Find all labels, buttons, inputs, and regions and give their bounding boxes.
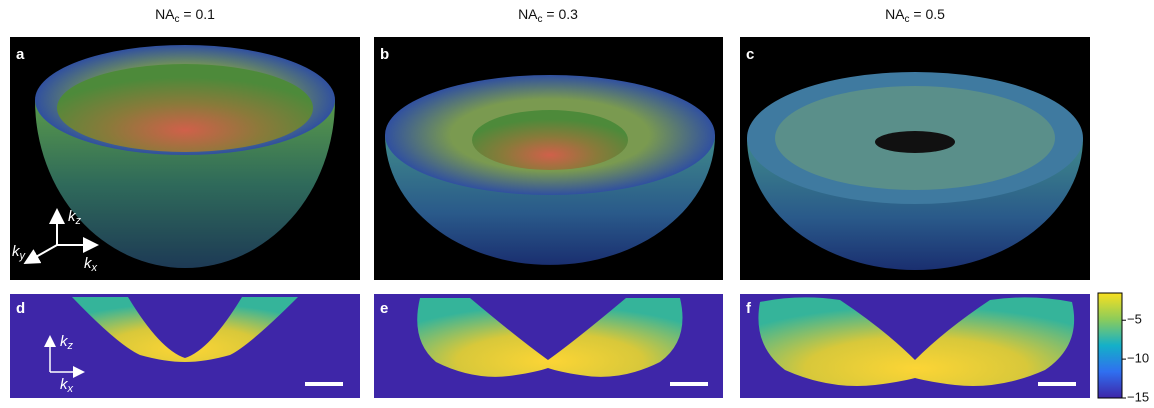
- panel-label: d: [16, 300, 25, 317]
- panel-a: a kz ky kx: [10, 37, 360, 280]
- colorbar-tick-label: −5: [1127, 312, 1142, 327]
- column-titles: NAc = 0.1 NAc = 0.3 NAc = 0.5: [155, 6, 945, 25]
- colorbar-tick-label: −15: [1127, 389, 1149, 404]
- panel-label: e: [380, 300, 388, 317]
- figure: NAc = 0.1 NAc = 0.3 NAc = 0.5 a kz ky kx…: [0, 0, 1154, 408]
- panel-e: e: [374, 294, 723, 398]
- panel-label: b: [380, 46, 389, 63]
- panel-f: f: [740, 294, 1090, 398]
- column-title: NAc = 0.3: [518, 6, 578, 25]
- panel-label: c: [746, 46, 754, 63]
- panel-d: d kz kx: [10, 294, 360, 398]
- colorbar: −5 −10 −15: [1098, 293, 1149, 404]
- column-title: NAc = 0.5: [885, 6, 945, 25]
- colorbar-tick-label: −10: [1127, 351, 1149, 366]
- panel-label: a: [16, 46, 25, 63]
- panel-c: c: [740, 37, 1090, 280]
- column-title: NAc = 0.1: [155, 6, 215, 25]
- panel-b: b: [374, 37, 723, 280]
